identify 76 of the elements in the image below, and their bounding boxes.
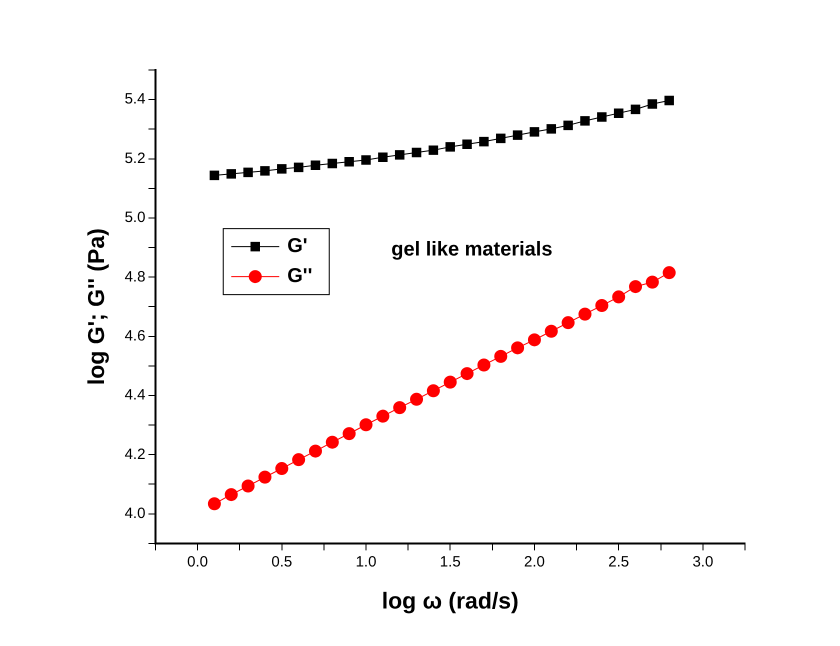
y-axis-title: log G'; G'' (Pa) <box>83 228 110 386</box>
x-tick-label: 3.0 <box>692 554 714 571</box>
point <box>243 168 253 178</box>
point <box>477 358 490 372</box>
y-tick-label: 4.4 <box>124 386 146 404</box>
x-tick-label: 0.0 <box>187 554 208 571</box>
point <box>210 170 220 180</box>
point <box>412 148 422 158</box>
point <box>226 169 236 179</box>
point <box>445 142 455 152</box>
y-tick-label: 4.8 <box>124 268 146 286</box>
point <box>393 401 406 414</box>
point <box>664 96 674 106</box>
x-tick-label: 2.5 <box>608 554 630 571</box>
point <box>277 164 287 174</box>
point <box>376 410 390 423</box>
x-tick-label: 2.0 <box>524 554 545 571</box>
x-tick-label: 0.5 <box>271 554 292 571</box>
point <box>308 444 322 458</box>
point <box>530 127 540 137</box>
point <box>563 120 573 130</box>
point <box>578 308 592 321</box>
y-tick-label: 5.2 <box>124 150 146 167</box>
point <box>646 276 659 289</box>
point <box>428 145 438 155</box>
y-tick-label: 4.2 <box>124 446 146 463</box>
point <box>462 140 472 150</box>
point <box>511 341 524 354</box>
point <box>662 266 676 280</box>
point <box>630 104 640 114</box>
point <box>512 130 522 140</box>
x-tick-label: 1.5 <box>440 554 461 571</box>
point <box>328 158 338 168</box>
point <box>612 290 626 304</box>
point <box>260 166 270 176</box>
y-tick-label: 4.0 <box>124 504 146 522</box>
legend-label: G'' <box>287 265 312 288</box>
y-tick-label: 4.6 <box>124 327 146 344</box>
point <box>344 156 354 166</box>
point <box>460 367 474 380</box>
point <box>614 108 624 118</box>
point <box>326 436 339 449</box>
point <box>242 480 255 492</box>
point <box>546 124 556 134</box>
point <box>410 392 424 406</box>
point <box>496 134 506 144</box>
x-tick-label: 1.0 <box>356 554 376 571</box>
point <box>544 324 558 338</box>
point <box>426 384 440 398</box>
point <box>294 162 304 172</box>
legend-label: G' <box>287 235 308 258</box>
y-tick-label: 5.4 <box>124 90 146 108</box>
point <box>258 470 272 484</box>
y-tick-label: 5.0 <box>124 209 146 226</box>
point <box>378 152 388 162</box>
point <box>648 99 658 109</box>
x-axis-title: log ω (rad/s) <box>382 588 519 614</box>
point <box>361 155 371 165</box>
point <box>360 418 373 432</box>
point <box>562 316 575 330</box>
point <box>208 497 221 510</box>
point <box>629 280 642 294</box>
point <box>597 112 607 122</box>
annotation: gel like materials <box>391 238 552 260</box>
point <box>444 376 457 389</box>
point <box>292 453 306 466</box>
point <box>310 160 320 170</box>
point <box>342 427 356 440</box>
point <box>275 462 288 476</box>
point <box>479 136 489 146</box>
point <box>224 488 238 502</box>
point <box>394 150 404 160</box>
point <box>580 116 590 126</box>
point <box>595 299 608 312</box>
point <box>528 333 541 346</box>
point <box>494 350 508 363</box>
